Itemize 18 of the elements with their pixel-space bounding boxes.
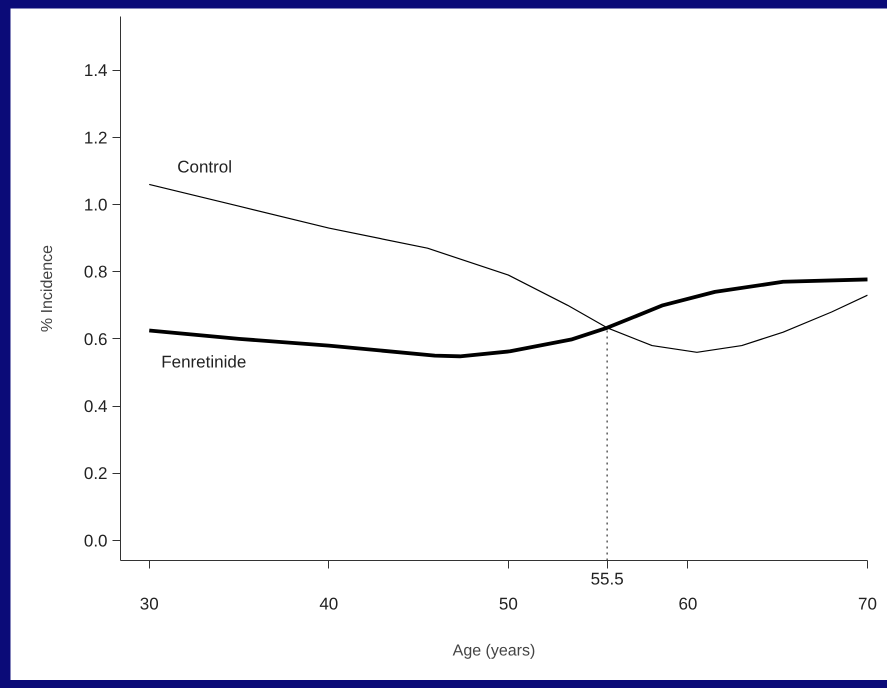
y-tick-label: 0.2 [84, 464, 108, 484]
y-tick-label: 0.6 [84, 330, 108, 349]
x-tick-label: 70 [858, 594, 877, 614]
x-tick-label: 40 [319, 594, 338, 614]
x-tick-label: 30 [140, 594, 159, 614]
x-axis-title: Age (years) [452, 642, 536, 660]
y-tick-label: 0.0 [84, 531, 108, 550]
y-tick-label: 0.8 [84, 262, 108, 282]
ref-line-label: 55.5 [590, 570, 624, 588]
y-tick-label: 1.0 [84, 196, 108, 215]
series-label: Control [177, 157, 232, 176]
series-label: Fenretinide [161, 352, 246, 372]
y-tick-label: 0.4 [84, 397, 108, 416]
y-tick-label: 1.2 [84, 128, 108, 148]
x-tick-label: 50 [498, 594, 518, 614]
x-tick-label: 60 [678, 594, 698, 614]
y-axis-title: % Incidence [38, 244, 56, 332]
y-tick-label: 1.4 [84, 61, 108, 80]
